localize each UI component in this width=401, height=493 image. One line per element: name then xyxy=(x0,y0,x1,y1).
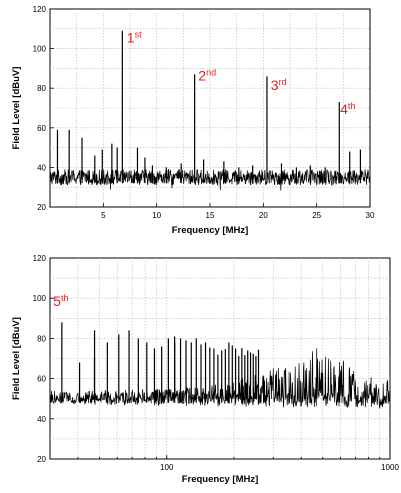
annotation-number: 1 xyxy=(127,30,135,46)
peaks xyxy=(61,322,249,403)
noise-trace xyxy=(49,348,391,409)
y-tick-label: 120 xyxy=(33,254,47,263)
y-tick-label: 80 xyxy=(37,84,46,93)
y-tick-label: 40 xyxy=(37,415,46,424)
y-tick-label: 60 xyxy=(37,375,46,384)
annotation-suffix: nd xyxy=(206,67,216,77)
y-tick-label: 80 xyxy=(37,334,46,343)
x-tick-label: 20 xyxy=(259,211,268,220)
harmonic-annotation: 1st xyxy=(127,30,142,46)
y-tick-label: 100 xyxy=(33,294,47,303)
x-tick-label: 30 xyxy=(366,211,375,220)
x-tick-label: 15 xyxy=(206,211,215,220)
noise-trace xyxy=(49,168,371,191)
annotation-number: 4 xyxy=(340,101,348,117)
grid xyxy=(50,258,390,459)
y-tick-label: 40 xyxy=(37,163,46,172)
y-axis-label: Field Level [dBuV] xyxy=(11,317,22,400)
annotation-suffix: th xyxy=(348,101,356,111)
y-tick-label: 120 xyxy=(33,5,47,14)
x-axis-label: Frequency [MHz] xyxy=(182,474,259,485)
y-tick-label: 60 xyxy=(37,124,46,133)
annotation-number: 3 xyxy=(271,77,279,93)
axes: 20 40 60 80 100 120 100 1000 xyxy=(33,254,400,472)
harmonic-annotation: 5th xyxy=(53,293,68,309)
y-axis-label: Field Level [dBuV] xyxy=(11,67,22,150)
x-axis-label: Frequency [MHz] xyxy=(172,225,249,236)
x-tick-label: 5 xyxy=(101,211,106,220)
harmonic-annotation: 3rd xyxy=(271,77,287,93)
annotation-suffix: rd xyxy=(279,77,287,87)
annotation-suffix: th xyxy=(61,293,69,303)
axes: 20 40 60 80 100 120 5 10 15 20 25 30 xyxy=(33,5,375,220)
chart-2: 20 40 60 80 100 120 100 1000 Frequency [MHz] Fiel… xyxy=(11,254,399,485)
chart-1: 20 40 60 80 100 120 5 10 15 20 25 30 Frequency [MHz]… xyxy=(11,5,375,236)
annotation-number: 5 xyxy=(53,293,61,309)
annotation-suffix: st xyxy=(135,30,143,40)
x-tick-label: 100 xyxy=(160,463,174,472)
y-tick-label: 100 xyxy=(33,45,47,54)
annotation-number: 2 xyxy=(198,67,206,83)
y-tick-label: 20 xyxy=(37,455,46,464)
harmonic-annotation: 2nd xyxy=(198,67,216,83)
peaks xyxy=(56,30,361,184)
harmonic-annotation: 4th xyxy=(340,101,355,117)
y-tick-label: 20 xyxy=(37,203,46,212)
x-tick-label: 25 xyxy=(312,211,321,220)
x-tick-label: 1000 xyxy=(381,463,399,472)
grid xyxy=(50,9,370,207)
x-tick-label: 10 xyxy=(152,211,161,220)
